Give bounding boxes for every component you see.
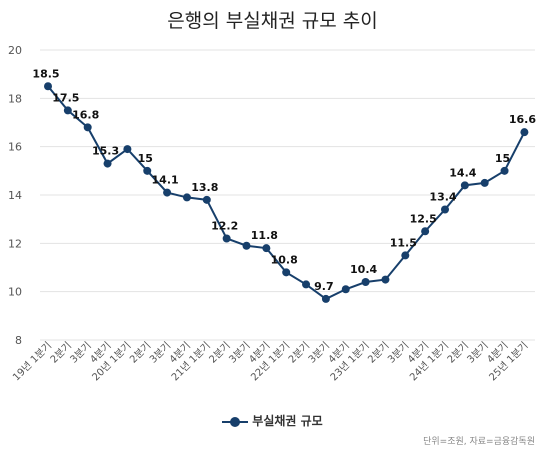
data-point [321, 294, 330, 303]
data-point [381, 275, 390, 284]
data-label: 14.1 [152, 174, 179, 187]
x-tick-label: 3분기 [306, 340, 332, 366]
source-note: 단위=조원, 자료=금융감독원 [423, 437, 535, 447]
data-point [44, 82, 52, 91]
data-label: 11.8 [251, 229, 278, 242]
data-label: 17.5 [52, 91, 79, 104]
x-tick-label: 2분기 [445, 340, 471, 366]
data-label: 16.8 [72, 108, 99, 121]
data-point [401, 251, 410, 260]
x-tick-label: 3분기 [465, 340, 491, 366]
y-tick-label: 20 [8, 44, 22, 57]
x-tick-label: 2분기 [366, 340, 392, 366]
legend-label: 부실채권 규모 [252, 414, 323, 428]
data-label: 11.5 [390, 236, 417, 249]
x-tick-label: 3분기 [68, 340, 94, 366]
x-tick-label: 2분기 [286, 340, 312, 366]
data-label: 14.4 [449, 166, 476, 179]
data-point [163, 188, 172, 197]
data-point [361, 278, 370, 286]
data-point [421, 227, 430, 236]
data-point [182, 193, 191, 202]
x-tick-label: 3분기 [227, 340, 253, 366]
data-label: 12.2 [211, 220, 238, 233]
data-point [441, 205, 449, 214]
chart-title: 은행의 부실채권 규모 추이 [167, 10, 378, 32]
y-tick-label: 8 [15, 334, 22, 347]
data-label: 15.3 [92, 145, 119, 158]
data-point [202, 195, 211, 204]
data-point [83, 123, 92, 132]
y-axis-ticks: 8 10 12 14 16 18 20 [8, 44, 22, 347]
data-point [262, 244, 271, 253]
data-label: 10.8 [271, 253, 298, 266]
data-point [302, 280, 311, 289]
data-point [480, 178, 489, 187]
data-label: 13.4 [429, 191, 456, 204]
y-tick-label: 12 [8, 237, 22, 250]
legend-swatch [222, 416, 249, 427]
data-point [520, 128, 529, 137]
data-point [143, 166, 152, 175]
data-point [63, 106, 72, 115]
data-label: 15 [495, 152, 510, 165]
y-tick-label: 16 [8, 141, 22, 154]
x-tick-label: 2분기 [48, 340, 74, 366]
x-tick-label: 2분기 [127, 340, 153, 366]
data-label: 16.6 [509, 113, 536, 126]
x-tick-label: 3분기 [385, 340, 411, 366]
x-tick-label: 2분기 [207, 340, 233, 366]
data-point [242, 241, 251, 250]
data-point [341, 285, 350, 294]
data-point [460, 181, 469, 190]
gridlines [40, 49, 535, 341]
data-label: 15 [138, 152, 153, 165]
data-point [103, 159, 112, 168]
data-label: 12.5 [410, 212, 437, 225]
data-label: 13.8 [191, 181, 218, 194]
y-tick-label: 14 [8, 189, 22, 202]
y-tick-label: 18 [8, 92, 22, 105]
x-tick-label: 3분기 [147, 340, 173, 366]
data-label: 10.4 [350, 263, 377, 276]
legend: 부실채권 규모 [0, 412, 545, 429]
series-layer [44, 82, 529, 303]
y-tick-label: 10 [8, 286, 22, 299]
data-point [282, 268, 291, 277]
data-labels: 18.5 17.5 16.8 15.3 15 14.1 13.8 12.2 11.8 10.8 9.… [32, 67, 536, 293]
data-label: 18.5 [32, 67, 59, 80]
data-point [500, 166, 509, 175]
data-point [222, 234, 231, 243]
data-label: 9.7 [314, 280, 334, 293]
data-point [123, 145, 132, 154]
